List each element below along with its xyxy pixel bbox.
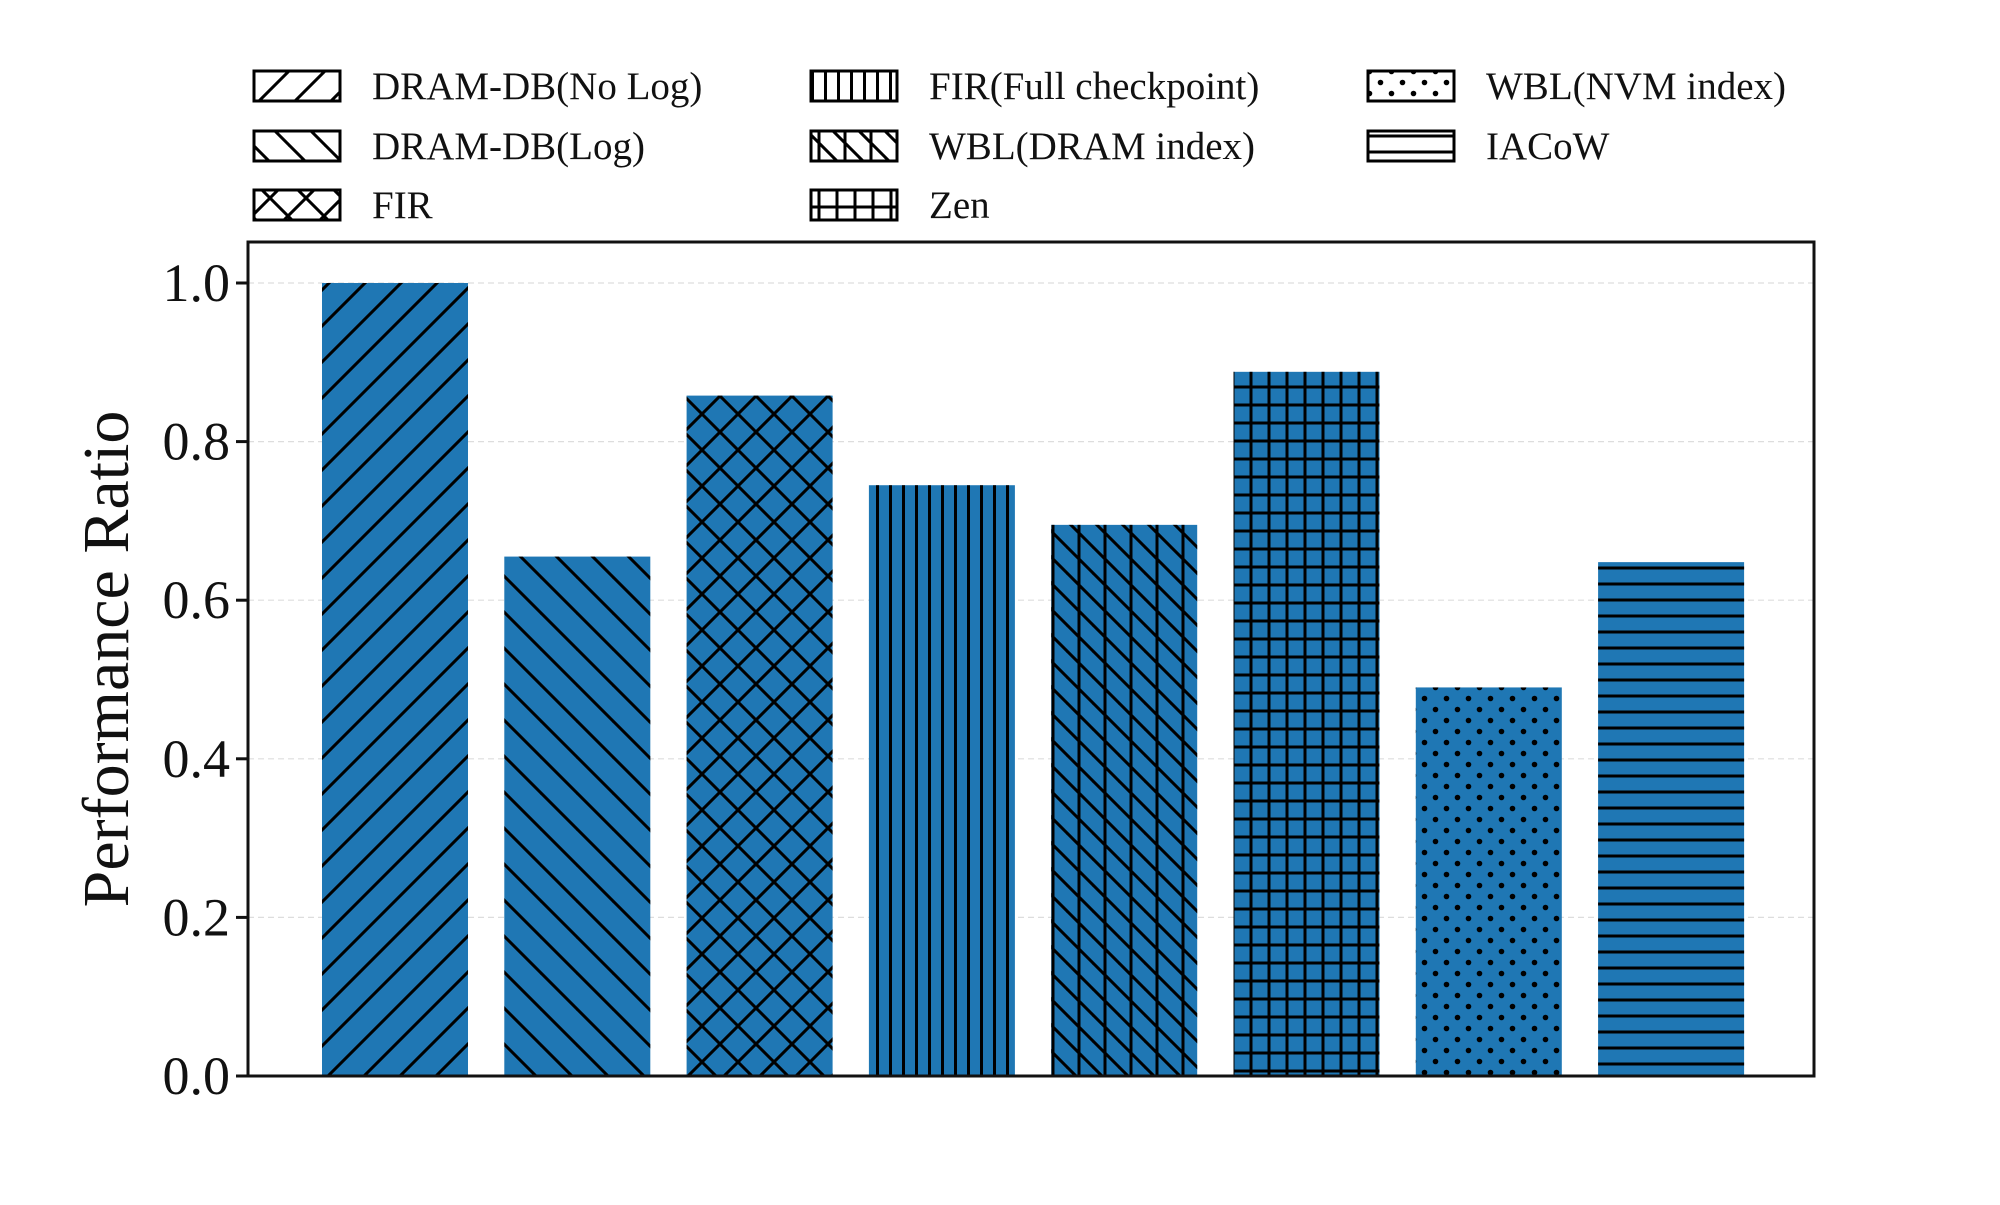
legend-label: FIR(Full checkpoint) bbox=[929, 65, 1259, 108]
legend-label: DRAM-DB(No Log) bbox=[372, 65, 702, 108]
legend-entry: DRAM-DB(No Log) bbox=[252, 65, 702, 108]
legend-label: WBL(DRAM index) bbox=[929, 125, 1255, 168]
legend-swatch bbox=[809, 69, 899, 103]
y-tick-label: 0.0 bbox=[163, 1046, 231, 1106]
bar-hatch bbox=[1415, 687, 1562, 1076]
legend-label: IACoW bbox=[1486, 125, 1610, 168]
legend-swatch bbox=[809, 188, 899, 222]
legend-swatch bbox=[1366, 69, 1456, 103]
legend-swatch bbox=[252, 129, 342, 163]
y-axis-label: Performance Ratio bbox=[70, 411, 143, 908]
y-tick-label: 0.4 bbox=[163, 729, 231, 789]
bar bbox=[868, 485, 1015, 1077]
bar-hatch bbox=[1051, 524, 1198, 1076]
bar-hatch bbox=[868, 485, 1015, 1077]
legend-label: DRAM-DB(Log) bbox=[372, 125, 645, 168]
plot-frame bbox=[246, 240, 1816, 1078]
legend-entry: Zen bbox=[809, 184, 990, 227]
bar-hatch bbox=[504, 556, 651, 1076]
y-tick-label: 0.6 bbox=[163, 570, 231, 630]
legend-swatch bbox=[1366, 129, 1456, 163]
legend-entry: WBL(NVM index) bbox=[1366, 65, 1786, 108]
bar bbox=[1233, 371, 1380, 1076]
legend-swatch bbox=[252, 69, 342, 103]
legend-swatch bbox=[809, 129, 899, 163]
legend-label: FIR bbox=[372, 184, 433, 227]
legend-entry: FIR(Full checkpoint) bbox=[809, 65, 1259, 108]
y-tick-label: 0.8 bbox=[163, 412, 231, 472]
bar-hatch bbox=[686, 395, 833, 1077]
bar bbox=[686, 395, 833, 1077]
bar bbox=[322, 283, 468, 1076]
bar bbox=[1051, 524, 1198, 1076]
legend-entry: DRAM-DB(Log) bbox=[252, 125, 645, 168]
legend-entry: WBL(DRAM index) bbox=[809, 125, 1255, 168]
gridlines bbox=[248, 282, 1814, 919]
bar-hatch bbox=[1598, 562, 1745, 1076]
legend-entry: FIR bbox=[252, 184, 433, 227]
bar-hatch bbox=[322, 283, 468, 1076]
legend: DRAM-DB(No Log) DRAM-DB(Log) FIR FIR(Full c… bbox=[252, 65, 1786, 227]
y-tick-label: 0.2 bbox=[163, 887, 231, 947]
legend-swatch bbox=[252, 188, 342, 222]
bar bbox=[1415, 687, 1562, 1076]
bars bbox=[322, 283, 1745, 1077]
y-tick-label: 1.0 bbox=[163, 253, 231, 313]
legend-label: WBL(NVM index) bbox=[1486, 65, 1786, 108]
bar-hatch bbox=[1233, 371, 1380, 1076]
legend-label: Zen bbox=[929, 184, 990, 227]
bar bbox=[1598, 562, 1745, 1076]
legend-entry: IACoW bbox=[1366, 125, 1610, 168]
y-axis-ticks: 0.0 0.2 0.4 0.6 0.8 1.0 bbox=[163, 253, 248, 1106]
bar bbox=[504, 556, 651, 1076]
